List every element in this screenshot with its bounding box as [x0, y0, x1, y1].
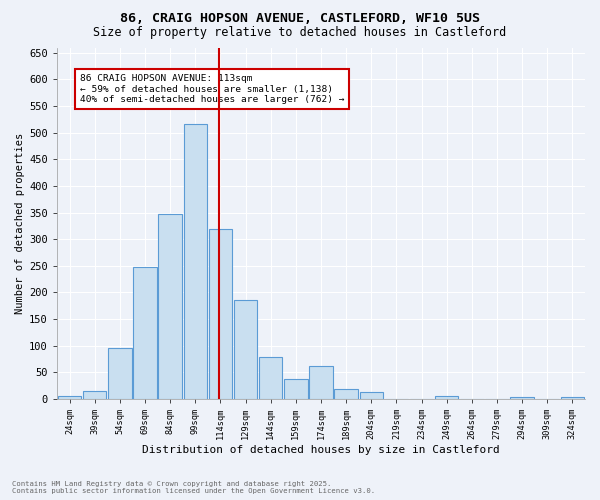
Bar — [158, 214, 182, 399]
Bar — [58, 396, 81, 399]
X-axis label: Distribution of detached houses by size in Castleford: Distribution of detached houses by size … — [142, 445, 500, 455]
Bar — [83, 391, 106, 399]
Bar — [359, 392, 383, 399]
Bar — [108, 348, 131, 399]
Bar — [560, 398, 584, 399]
Text: Size of property relative to detached houses in Castleford: Size of property relative to detached ho… — [94, 26, 506, 39]
Bar — [133, 267, 157, 399]
Text: 86, CRAIG HOPSON AVENUE, CASTLEFORD, WF10 5US: 86, CRAIG HOPSON AVENUE, CASTLEFORD, WF1… — [120, 12, 480, 26]
Bar — [435, 396, 458, 399]
Bar — [184, 124, 207, 399]
Bar — [234, 300, 257, 399]
Text: Contains HM Land Registry data © Crown copyright and database right 2025.
Contai: Contains HM Land Registry data © Crown c… — [12, 481, 375, 494]
Bar — [259, 358, 283, 399]
Bar — [511, 398, 534, 399]
Y-axis label: Number of detached properties: Number of detached properties — [15, 132, 25, 314]
Bar — [334, 390, 358, 399]
Bar — [209, 228, 232, 399]
Bar — [309, 366, 333, 399]
Bar — [284, 379, 308, 399]
Text: 86 CRAIG HOPSON AVENUE: 113sqm
← 59% of detached houses are smaller (1,138)
40% : 86 CRAIG HOPSON AVENUE: 113sqm ← 59% of … — [80, 74, 344, 104]
